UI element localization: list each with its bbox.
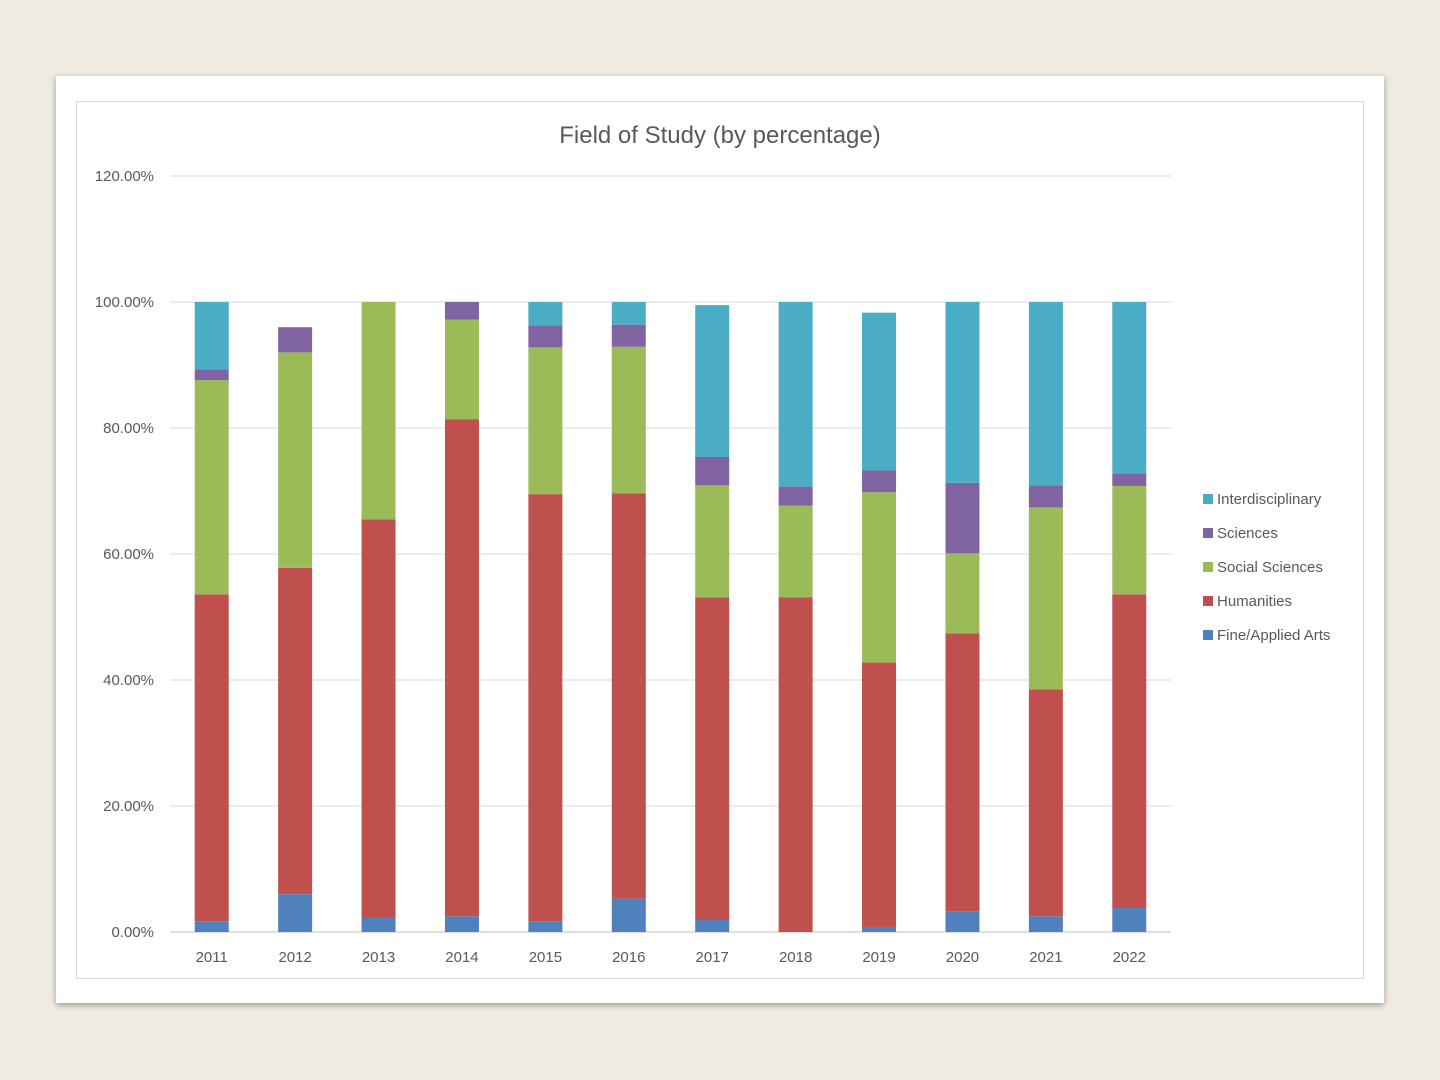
- bar-segment: [1028, 485, 1063, 508]
- bar-segment: [194, 380, 229, 595]
- x-tick-label: 2013: [362, 949, 395, 966]
- bar-segment: [695, 305, 730, 457]
- legend-swatch: [1203, 528, 1213, 538]
- legend: Interdisciplinary Sciences Social Sciences…: [1203, 491, 1330, 644]
- bar-segment: [1112, 302, 1147, 474]
- bar-segment: [444, 302, 479, 320]
- bar-segment: [528, 302, 563, 326]
- x-tick-label: 2020: [946, 949, 979, 966]
- bar-segment: [695, 920, 730, 932]
- bar-segment: [945, 553, 980, 634]
- bar-segment: [695, 597, 730, 921]
- x-tick-label: 2014: [445, 949, 478, 966]
- bar-segment: [778, 486, 813, 506]
- bar-segment: [278, 894, 313, 932]
- bar-segment: [945, 911, 980, 932]
- legend-label: Social Sciences: [1217, 559, 1323, 576]
- bar-segment: [945, 633, 980, 912]
- bar-segment: [278, 567, 313, 895]
- bar-segment: [1112, 908, 1147, 932]
- bar-segment: [361, 917, 396, 932]
- x-tick-label: 2012: [278, 949, 311, 966]
- bar-segment: [611, 324, 646, 347]
- bar-segment: [278, 352, 313, 568]
- gridlines: [170, 175, 1171, 933]
- bar-segment: [361, 519, 396, 918]
- bar-segment: [862, 312, 897, 471]
- y-tick-label: 40.00%: [103, 672, 154, 689]
- x-tick-label: 2021: [1029, 949, 1062, 966]
- stacked-bar-chart: Field of Study (by percentage) 0.00% 20.0…: [95, 122, 1331, 966]
- bar-segment: [862, 926, 897, 932]
- bar-segment: [194, 369, 229, 381]
- bar-segment: [194, 594, 229, 922]
- bar-segment: [862, 662, 897, 927]
- bars: [194, 302, 1147, 932]
- bar-segment: [695, 485, 730, 598]
- bar-segment: [778, 302, 813, 487]
- bar-segment: [444, 916, 479, 932]
- x-tick-label: 2015: [529, 949, 562, 966]
- bar-segment: [695, 456, 730, 486]
- bar-segment: [1028, 507, 1063, 690]
- bar-segment: [528, 347, 563, 495]
- y-tick-label: 120.00%: [95, 168, 154, 185]
- legend-label: Humanities: [1217, 593, 1292, 610]
- bar-segment: [862, 492, 897, 663]
- legend-swatch: [1203, 596, 1213, 606]
- legend-label: Interdisciplinary: [1217, 491, 1322, 508]
- bar-segment: [945, 482, 980, 554]
- bar-segment: [528, 921, 563, 932]
- x-tick-label: 2011: [196, 949, 228, 966]
- bar-segment: [194, 921, 229, 932]
- y-tick-label: 60.00%: [103, 546, 154, 563]
- bar-segment: [528, 325, 563, 348]
- bar-segment: [444, 319, 479, 420]
- legend-swatch: [1203, 630, 1213, 640]
- bar-segment: [278, 327, 313, 353]
- legend-swatch: [1203, 562, 1213, 572]
- bar-segment: [1028, 916, 1063, 932]
- chart-card: Field of Study (by percentage) 0.00% 20.0…: [56, 76, 1384, 1003]
- bar-segment: [194, 302, 229, 370]
- legend-label: Sciences: [1217, 525, 1278, 542]
- bar-segment: [1028, 302, 1063, 486]
- x-tick-label: 2018: [779, 949, 812, 966]
- legend-swatch: [1203, 494, 1213, 504]
- bar-segment: [945, 302, 980, 483]
- y-tick-label: 0.00%: [111, 924, 154, 941]
- bar-segment: [611, 898, 646, 932]
- bar-segment: [778, 505, 813, 598]
- y-tick-label: 20.00%: [103, 798, 154, 815]
- bar-segment: [528, 494, 563, 922]
- bar-segment: [444, 419, 479, 917]
- bar-segment: [1112, 485, 1147, 595]
- chart-area: Field of Study (by percentage) 0.00% 20.0…: [76, 101, 1364, 979]
- x-tick-label: 2017: [696, 949, 729, 966]
- bar-segment: [611, 493, 646, 899]
- bar-segment: [1028, 689, 1063, 917]
- chart-title: Field of Study (by percentage): [559, 122, 881, 149]
- bar-segment: [1112, 473, 1147, 486]
- x-axis-labels: 2011 2012 2013 2014 2015 2016 2017 2018 2019 2020…: [196, 949, 1146, 966]
- bar-segment: [862, 470, 897, 493]
- bar-segment: [1112, 594, 1147, 909]
- bar-segment: [778, 597, 813, 932]
- x-tick-label: 2019: [862, 949, 895, 966]
- legend-label: Fine/Applied Arts: [1217, 627, 1330, 644]
- bar-segment: [611, 302, 646, 325]
- bar-segment: [361, 302, 396, 520]
- y-tick-label: 100.00%: [95, 294, 154, 311]
- x-tick-label: 2022: [1113, 949, 1146, 966]
- y-axis-labels: 0.00% 20.00% 40.00% 60.00% 80.00% 100.00% 120.…: [95, 168, 154, 941]
- bar-segment: [611, 346, 646, 494]
- x-tick-label: 2016: [612, 949, 645, 966]
- y-tick-label: 80.00%: [103, 420, 154, 437]
